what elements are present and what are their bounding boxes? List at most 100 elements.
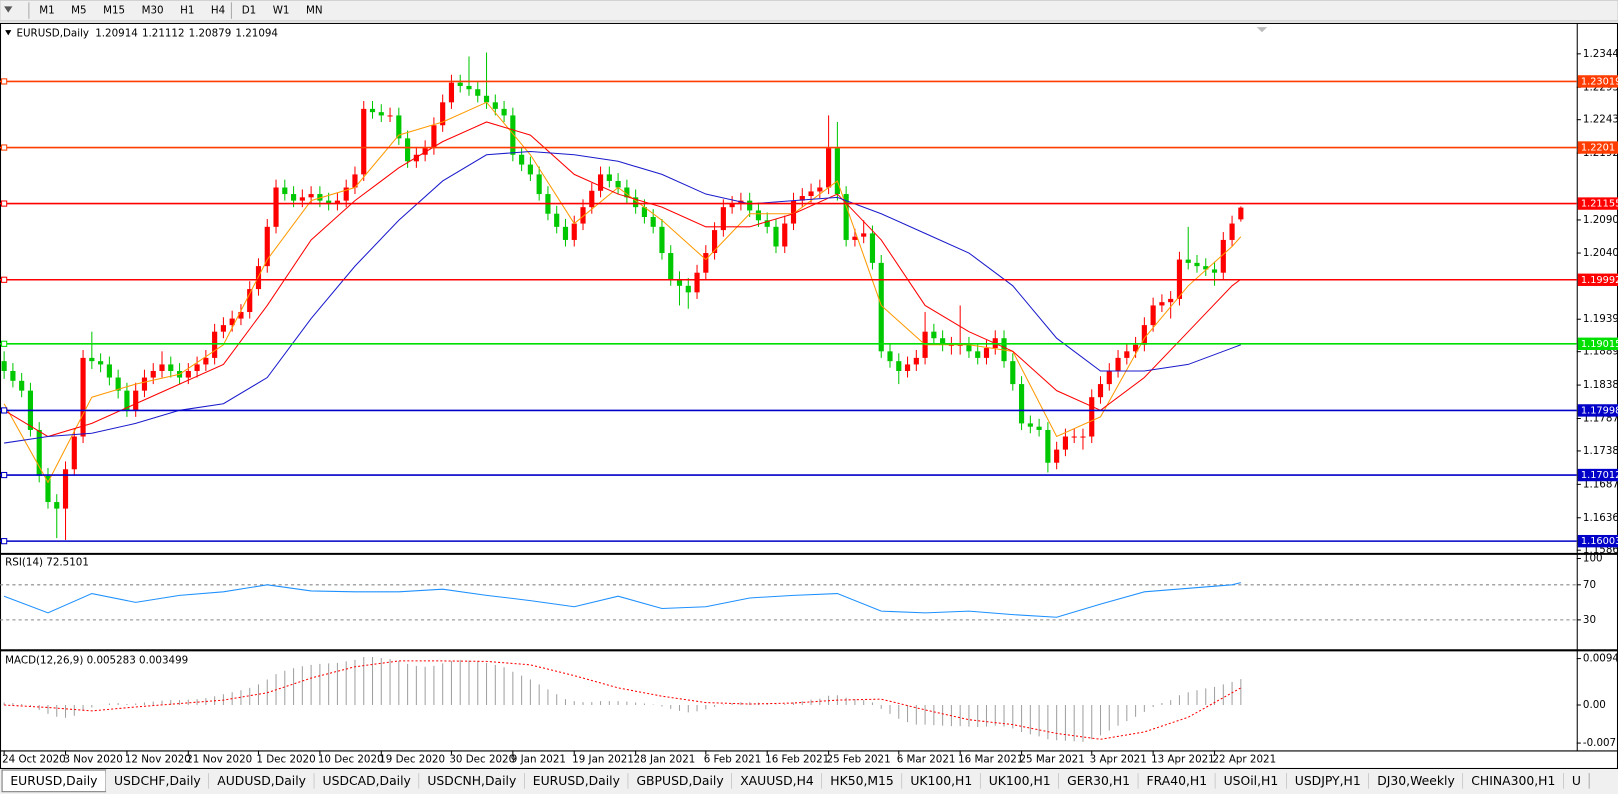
tab-label[interactable]: U xyxy=(1572,774,1581,788)
candle-body xyxy=(1010,361,1016,385)
candle-body xyxy=(896,361,902,371)
y-tick-label: 1.16870 xyxy=(1583,478,1618,490)
candle-body xyxy=(641,207,647,217)
x-tick-label: 22 Apr 2021 xyxy=(1212,754,1276,766)
level-label: 1.16003 xyxy=(1581,536,1618,547)
tab[interactable] xyxy=(1563,770,1590,792)
tab-label[interactable]: GER30,H1 xyxy=(1067,774,1130,788)
candle-body xyxy=(633,197,639,208)
tab[interactable] xyxy=(980,770,1059,792)
level-label-bg xyxy=(1577,273,1618,286)
timeframe-button[interactable]: MN xyxy=(306,5,323,17)
tab[interactable] xyxy=(314,770,420,792)
timeframe-button[interactable]: W1 xyxy=(273,5,290,17)
candle-body xyxy=(1045,429,1051,463)
candle-body xyxy=(19,380,25,391)
candle-body xyxy=(98,361,104,365)
tab-label[interactable]: EURUSD,Daily xyxy=(533,774,620,788)
candle-body xyxy=(773,226,779,247)
candle-body xyxy=(676,279,683,286)
timeframe-button[interactable]: D1 xyxy=(242,5,256,17)
tab-label[interactable]: USDCNH,Daily xyxy=(427,774,516,788)
candle-body xyxy=(352,174,358,188)
level-label-bg xyxy=(1577,404,1618,417)
tab[interactable] xyxy=(822,770,903,792)
y-tick-label: 1.17380 xyxy=(1583,445,1618,457)
tab-label[interactable]: EURUSD,Daily xyxy=(10,774,97,788)
candle-body xyxy=(405,138,411,162)
candle-body xyxy=(1194,262,1200,267)
tab-label[interactable]: USDJPY,H1 xyxy=(1295,774,1361,788)
candle-body xyxy=(1185,259,1191,263)
tab-label[interactable]: USDCAD,Daily xyxy=(323,774,411,788)
tab-label[interactable]: XAUUSD,H4 xyxy=(740,774,814,788)
tab[interactable] xyxy=(731,770,823,792)
candle-body xyxy=(457,82,463,86)
tab[interactable] xyxy=(1368,770,1464,792)
header-ohlc: 1.20879 xyxy=(189,27,232,39)
candle-body xyxy=(168,364,174,371)
tab-label[interactable]: UK100,H1 xyxy=(989,774,1051,788)
y-tick-label: 30 xyxy=(1583,614,1596,626)
candle-body xyxy=(62,469,69,509)
tab-label[interactable]: USOil,H1 xyxy=(1224,774,1279,788)
candle-body xyxy=(115,377,121,391)
tab-label[interactable]: USDCHF,Daily xyxy=(114,774,201,788)
candle-body xyxy=(36,429,42,476)
timeframe-button[interactable]: H1 xyxy=(180,5,194,17)
timeframe-button[interactable]: H4 xyxy=(211,5,225,17)
tab[interactable] xyxy=(1215,770,1287,792)
tab[interactable] xyxy=(1463,770,1564,792)
candle-body xyxy=(764,220,770,227)
candle-body xyxy=(966,344,972,352)
candle-body xyxy=(203,357,209,365)
candle-body xyxy=(562,226,569,240)
tab-label[interactable]: AUDUSD,Daily xyxy=(217,774,306,788)
tab[interactable] xyxy=(1138,770,1216,792)
level-label: 1.19992 xyxy=(1581,275,1618,286)
timeframe-button[interactable]: M1 xyxy=(39,5,54,17)
candle-body xyxy=(1036,426,1042,430)
candle-body xyxy=(685,285,691,293)
candle-body xyxy=(387,115,393,117)
tab[interactable] xyxy=(209,770,315,792)
tab[interactable] xyxy=(419,770,525,792)
y-tick-label: -0.00777 xyxy=(1583,737,1618,749)
level-handle xyxy=(1,407,8,414)
candle-body xyxy=(185,370,191,378)
y-tick-label: 1.20400 xyxy=(1583,247,1618,259)
tab-label[interactable]: GBPUSD,Daily xyxy=(636,774,723,788)
candle-body xyxy=(887,351,893,362)
candle-body xyxy=(1054,449,1060,463)
candle-body xyxy=(1133,344,1139,352)
tab[interactable] xyxy=(628,770,732,792)
x-tick-label: 3 Nov 2020 xyxy=(63,754,122,766)
tab-label[interactable]: DJ30,Weekly xyxy=(1377,774,1455,788)
candle-body xyxy=(843,194,849,240)
tab-label[interactable]: FRA40,H1 xyxy=(1147,774,1208,788)
candle-body xyxy=(1,361,7,371)
tab[interactable] xyxy=(1286,770,1369,792)
tab[interactable] xyxy=(105,770,210,792)
candle-body xyxy=(589,190,595,208)
tab[interactable] xyxy=(524,770,629,792)
level-label-bg xyxy=(1577,337,1618,350)
indicator-line xyxy=(4,660,1242,740)
tab-label[interactable]: UK100,H1 xyxy=(910,774,972,788)
tab-label[interactable]: HK50,M15 xyxy=(830,774,894,788)
timeframe-button[interactable]: M5 xyxy=(71,5,86,17)
x-tick-label: 6 Feb 2021 xyxy=(704,754,762,766)
timeframe-button[interactable]: M30 xyxy=(142,5,164,17)
candle-body xyxy=(747,200,753,211)
level-label: 1.17998 xyxy=(1581,405,1618,416)
candle-body xyxy=(712,230,718,254)
x-tick-label: 21 Nov 2020 xyxy=(186,754,252,766)
tab[interactable] xyxy=(902,770,981,792)
tab[interactable] xyxy=(1058,770,1139,792)
candle-body xyxy=(782,223,788,247)
candle-body xyxy=(378,112,384,116)
tab-label[interactable]: CHINA300,H1 xyxy=(1471,774,1555,788)
timeframe-button[interactable]: M15 xyxy=(103,5,125,17)
candle-body xyxy=(1150,305,1156,326)
